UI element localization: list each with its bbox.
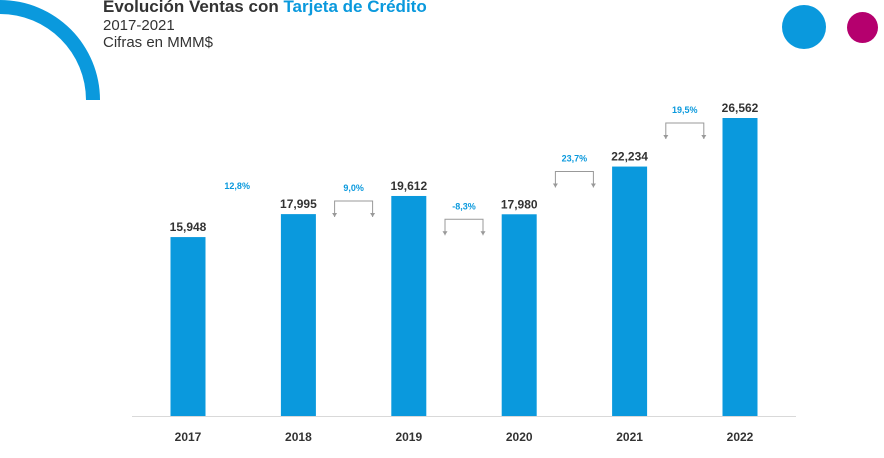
bar-2020 [501,214,537,416]
bar-value-label: 15,948 [170,220,207,234]
bar-2021 [612,166,648,416]
arrow-head [480,231,486,236]
arrow-head [442,231,448,236]
growth-bracket [665,122,705,139]
chart-subtitle: 2017-2021 [103,16,175,34]
arrow-head [663,135,669,139]
bar-value-label: 17,995 [280,197,317,211]
chart-units: Cifras en MMM$ [103,33,214,51]
brand-dot-blue [782,5,826,49]
bar-value-label: 26,562 [722,101,759,115]
growth-label: 19,5% [672,105,698,115]
brand-dot-magenta [847,12,878,43]
arrow-head [701,135,707,139]
bar-2017 [170,237,206,416]
bar-value-label: 22,234 [611,150,648,164]
title-prefix: Evolución Ventas con [103,0,284,16]
bar-2019 [391,195,427,416]
bar-2022 [722,118,758,416]
arrow-head [332,212,338,217]
x-tick-label: 2020 [506,430,533,444]
title-accent: Tarjeta de Crédito [283,0,427,16]
growth-bracket [444,218,484,236]
growth-label: -8,3% [452,201,476,211]
arrow-head [370,212,376,217]
x-tick-label: 2021 [616,430,643,444]
growth-bracket [554,171,594,188]
chart-title: Evolución Ventas con Tarjeta de Crédito [103,0,427,17]
decorative-arc [0,0,100,100]
arrow-head [590,183,596,188]
x-tick-label: 2017 [175,430,202,444]
growth-label: 12,8% [224,181,250,191]
growth-label: 23,7% [562,154,588,164]
growth-label: 9,0% [343,183,364,193]
bar-value-label: 19,612 [390,179,427,193]
bar-value-label: 17,980 [501,197,538,211]
x-tick-label: 2019 [395,430,422,444]
x-tick-label: 2018 [285,430,312,444]
bar-2018 [280,214,316,416]
x-tick-label: 2022 [727,430,754,444]
growth-bracket [334,200,374,217]
arrow-head [552,183,558,188]
chart-header: Evolución Ventas con Tarjeta de Crédito … [103,0,427,51]
